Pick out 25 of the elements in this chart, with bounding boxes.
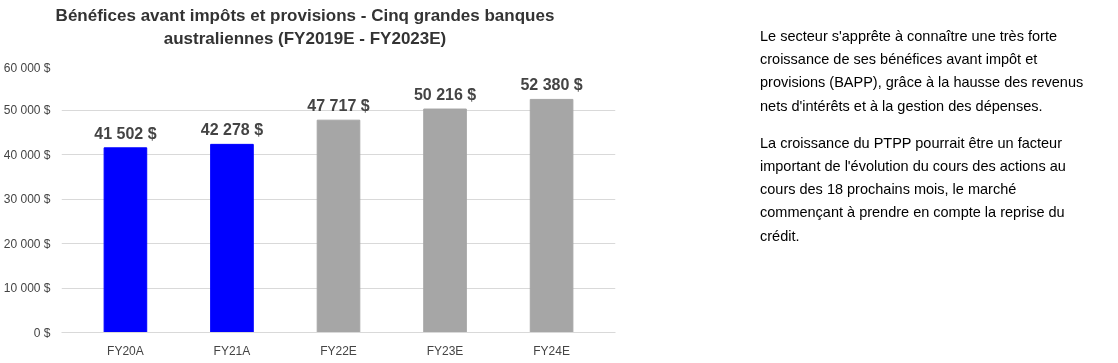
bar [423, 108, 467, 333]
x-tick-label: FY24E [533, 343, 570, 358]
bar [529, 98, 574, 333]
x-tick-label: FY20A [107, 343, 144, 358]
data-label: 47 717 $ [307, 97, 370, 115]
data-label: 50 216 $ [413, 86, 477, 104]
data-label: 52 380 $ [520, 76, 583, 94]
data-label: 42 278 $ [200, 121, 264, 139]
data-label: 41 502 $ [94, 124, 157, 142]
text: Le secteur s'apprête à connaître une très forte croissance de ses bénéfices avant impôt et provisions (BAPP), grâce à la hausse des revenus nets d'intérêts et à la gestion des dépenses. [760, 27, 1085, 116]
bar [316, 119, 361, 333]
y-tick-label: 30 000 $ [3, 192, 51, 206]
chart-title: Bénéfices avant impôts et provisions - Cinq grandes banques australiennes (FY2019E - FY2023E) [54, 5, 556, 50]
y-tick-label: 0 $ [33, 325, 51, 340]
y-tick-label: 40 000 $ [3, 147, 51, 162]
y-tick-label: 60 000 $ [3, 60, 51, 75]
y-tick-label: 50 000 $ [3, 103, 51, 117]
x-tick-label: FY23E [426, 343, 464, 358]
bar [210, 143, 254, 333]
x-tick-label: FY21A [213, 343, 251, 358]
text: La croissance du PTPP pourrait être un facteur important de l'évolution du cours des actions au cours des 18 prochains mois, le marché commençant à prendre en compte la reprise du crédit. [760, 133, 1067, 246]
x-tick-label: FY22E [320, 343, 357, 358]
bar [103, 147, 148, 333]
y-tick-label: 20 000 $ [3, 236, 51, 251]
y-tick-label: 10 000 $ [3, 281, 51, 295]
